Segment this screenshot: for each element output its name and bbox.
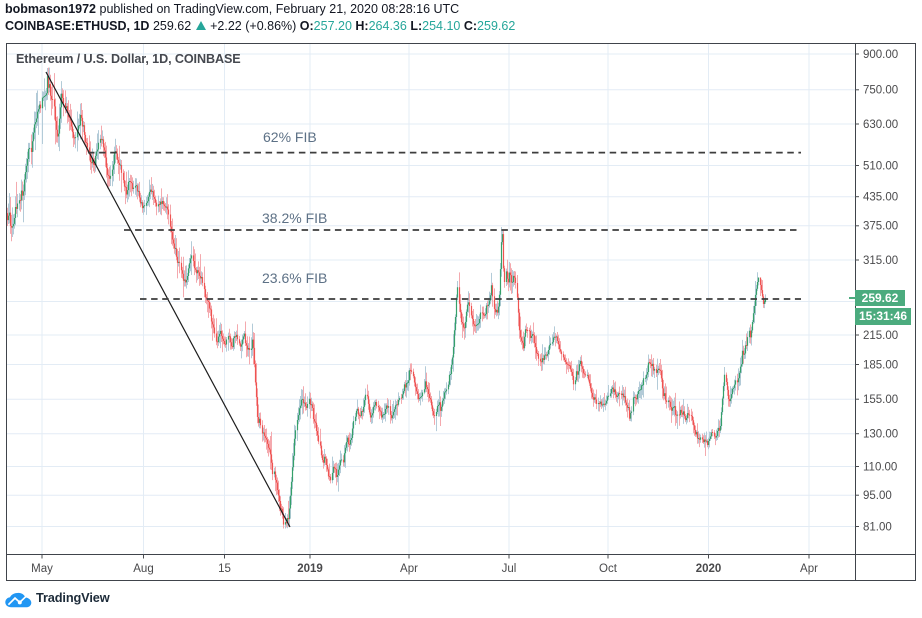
svg-text:215.00: 215.00 [863, 330, 898, 342]
svg-text:Apr: Apr [400, 563, 418, 575]
svg-text:95.00: 95.00 [863, 490, 892, 502]
svg-text:510.00: 510.00 [863, 160, 898, 172]
svg-text:15: 15 [218, 563, 231, 575]
svg-text:185.00: 185.00 [863, 359, 898, 371]
svg-text:750.00: 750.00 [863, 85, 898, 97]
svg-text:900.00: 900.00 [863, 49, 898, 61]
svg-text:81.00: 81.00 [863, 521, 892, 533]
svg-text:Aug: Aug [133, 563, 153, 575]
svg-text:630.00: 630.00 [863, 119, 898, 131]
svg-text:2019: 2019 [297, 563, 323, 575]
svg-text:375.00: 375.00 [863, 221, 898, 233]
svg-text:110.00: 110.00 [863, 461, 897, 473]
svg-text:2020: 2020 [696, 563, 722, 575]
svg-text:315.00: 315.00 [863, 255, 898, 267]
svg-text:Apr: Apr [800, 563, 818, 575]
svg-text:130.00: 130.00 [863, 429, 898, 441]
svg-text:Jul: Jul [502, 563, 517, 575]
svg-text:May: May [31, 563, 53, 575]
svg-text:435.00: 435.00 [863, 192, 898, 204]
svg-text:Oct: Oct [599, 563, 618, 575]
svg-text:155.00: 155.00 [863, 394, 898, 406]
